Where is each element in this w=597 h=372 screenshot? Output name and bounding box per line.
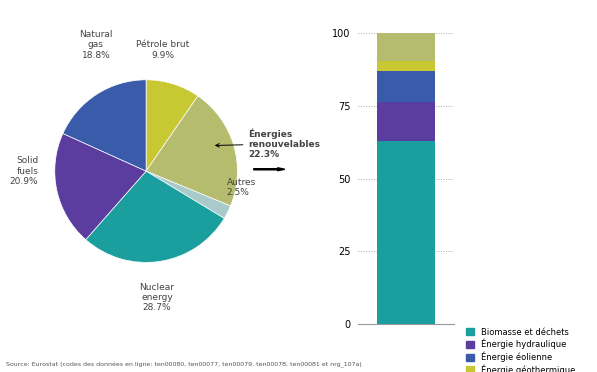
Legend: Biomasse et déchets, Énergie hydraulique, Énergie éolienne, Énergie géothermique: Biomasse et déchets, Énergie hydraulique…	[466, 328, 575, 372]
Text: Pétrole brut
9.9%: Pétrole brut 9.9%	[136, 40, 189, 60]
Bar	[377, 102, 435, 141]
Bar	[377, 71, 435, 102]
Wedge shape	[146, 96, 238, 206]
Bar	[377, 33, 435, 61]
Text: Source: Eurostat (codes des données en ligne: ten00080, ten00077, ten00079, ten0: Source: Eurostat (codes des données en l…	[6, 362, 362, 368]
Text: Solid
fuels
20.9%: Solid fuels 20.9%	[10, 156, 38, 186]
Wedge shape	[55, 134, 146, 240]
Wedge shape	[146, 171, 230, 218]
Wedge shape	[63, 80, 146, 171]
Wedge shape	[86, 171, 224, 262]
Text: Autres
2.5%: Autres 2.5%	[226, 178, 256, 197]
Bar	[377, 61, 435, 71]
Text: Natural
gas
18.8%: Natural gas 18.8%	[79, 30, 113, 60]
Text: Nuclear
energy
28.7%: Nuclear energy 28.7%	[140, 282, 174, 312]
Text: Énergies
renouvelables
22.3%: Énergies renouvelables 22.3%	[216, 128, 321, 159]
Bar	[377, 141, 435, 324]
Wedge shape	[146, 80, 198, 171]
